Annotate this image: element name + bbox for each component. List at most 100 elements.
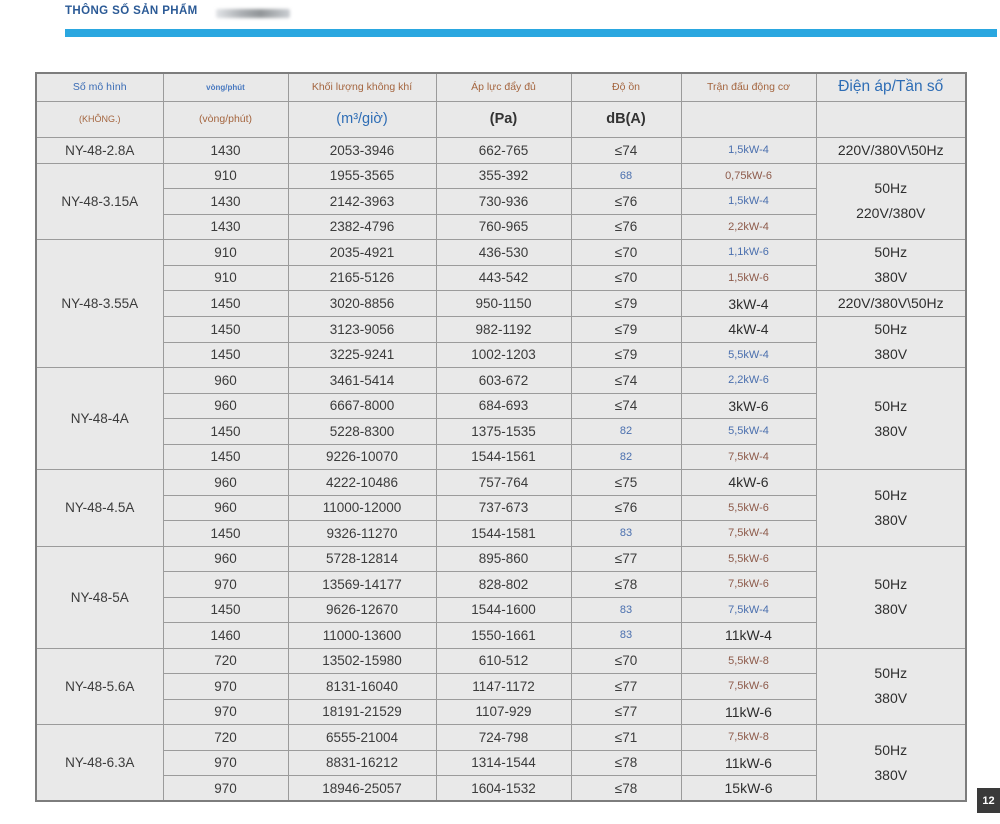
header-cell-col6-line2 (815, 100, 967, 138)
pressure-cell: 662-765 (435, 136, 572, 164)
model-cell: NY-48-2.8A (35, 136, 164, 164)
rpm-cell: 1430 (162, 188, 289, 215)
voltage-cell: 50Hz 380V (815, 724, 967, 802)
voltage-line: 220V/380V\50Hz (837, 141, 944, 158)
air-volume-cell: 3123-9056 (287, 316, 437, 343)
noise-cell: ≤74 (570, 392, 682, 419)
rpm-cell: 910 (162, 239, 289, 266)
table-row: 960 6667-8000 684-693 ≤74 3kW-6 (36, 392, 966, 419)
model-cell: NY-48-3.15A (35, 162, 164, 240)
table-row: NY-48-4A 960 3461-5414 603-672 ≤74 2,2kW-6 50H… (35, 367, 967, 470)
spec-table: Số mô hình vòng/phút Khối lượng không khí Á… (35, 72, 967, 802)
pressure-cell: 684-693 (435, 392, 572, 419)
air-volume-cell: 18946-25057 (287, 775, 437, 802)
rpm-cell: 970 (162, 673, 289, 700)
table-row: 1450 5228-8300 1375-1535 82 5,5kW-4 (36, 418, 966, 445)
model-cell: NY-48-4.5A (35, 469, 164, 547)
voltage-cell: 50Hz 380V (815, 647, 967, 725)
rpm-cell: 1450 (162, 418, 289, 445)
air-volume-cell: 2053-3946 (287, 136, 437, 164)
spec-table-body: NY-48-2.8A 1430 2053-3946 662-765 ≤74 1,5kW-4… (35, 136, 967, 802)
air-volume-cell: 8131-16040 (287, 673, 437, 700)
air-volume-cell: 11000-13600 (287, 622, 437, 649)
pressure-cell: 603-672 (435, 367, 572, 394)
noise-cell: ≤70 (570, 264, 682, 291)
pressure-cell: 982-1192 (435, 316, 572, 343)
noise-cell: 83 (570, 520, 682, 547)
motor-cell: 7,5kW-4 (680, 443, 817, 470)
rpm-cell: 1450 (162, 341, 289, 368)
pressure-cell: 355-392 (435, 162, 572, 189)
motor-cell: 7,5kW-4 (680, 520, 817, 547)
motor-cell: 5,5kW-4 (680, 341, 817, 368)
table-row: 970 13569-14177 828-802 ≤78 7,5kW-6 (36, 571, 966, 598)
pressure-cell: 443-542 (435, 264, 572, 291)
table-row: NY-48-4.5A 960 4222-10486 757-764 ≤75 4kW-6 50… (35, 469, 967, 547)
rpm-cell: 960 (162, 469, 289, 496)
table-row: NY-48-2.8A 1430 2053-3946 662-765 ≤74 1,5kW-4… (35, 136, 967, 164)
table-row: NY-48-3.15A 910 1955-3565 355-392 68 0,75kW-6… (35, 162, 967, 240)
noise-cell: 83 (570, 596, 682, 623)
header-cell-col1-line1: vòng/phút (162, 72, 289, 102)
noise-cell: ≤70 (570, 239, 682, 266)
noise-cell: ≤76 (570, 188, 682, 215)
voltage-line: 50Hz (874, 665, 908, 682)
motor-cell: 7,5kW-6 (680, 673, 817, 700)
noise-cell: 68 (570, 162, 682, 189)
voltage-line: 50Hz (874, 397, 908, 414)
motor-cell: 11kW-4 (680, 622, 817, 649)
rpm-cell: 720 (162, 724, 289, 751)
motor-cell: 1,5kW-4 (680, 136, 817, 164)
rpm-cell: 720 (162, 647, 289, 674)
voltage-line: 50Hz (874, 321, 908, 337)
pressure-cell: 1107-929 (435, 698, 572, 725)
rpm-cell: 960 (162, 392, 289, 419)
table-row: 1450 9326-11270 1544-1581 83 7,5kW-4 (36, 520, 966, 547)
voltage-cell: 50Hz 380V (815, 545, 967, 649)
pressure-cell: 760-965 (435, 213, 572, 240)
motor-cell: 5,5kW-6 (680, 545, 817, 572)
table-row: NY-48-3.55A 910 2035-4921 436-530 ≤70 1,1kW-6… (35, 239, 967, 368)
noise-cell: ≤79 (570, 341, 682, 368)
pressure-cell: 828-802 (435, 571, 572, 598)
rpm-cell: 960 (162, 545, 289, 572)
header-cell-col6-line1: Điện áp/Tần số (815, 72, 967, 102)
rpm-cell: 960 (162, 367, 289, 394)
motor-cell: 4kW-4 (680, 316, 817, 343)
air-volume-cell: 1955-3565 (287, 162, 437, 189)
rpm-cell: 970 (162, 749, 289, 776)
table-row: 970 18946-25057 1604-1532 ≤78 15kW-6 (36, 775, 966, 802)
pressure-cell: 730-936 (435, 188, 572, 215)
voltage-line: 380V (874, 269, 908, 285)
noise-cell: ≤71 (570, 724, 682, 751)
air-volume-cell: 13569-14177 (287, 571, 437, 598)
motor-cell: 7,5kW-6 (680, 571, 817, 598)
noise-cell: ≤76 (570, 494, 682, 521)
header-row-2: (KHÔNG.) (vòng/phút) (m³/giờ) (Pa) dB(A) (35, 100, 967, 138)
air-volume-cell: 2142-3963 (287, 188, 437, 215)
air-volume-cell: 6555-21004 (287, 724, 437, 751)
model-cell: NY-48-3.55A (35, 239, 164, 368)
noise-cell: ≤76 (570, 213, 682, 240)
voltage-cell: 50Hz 380V (815, 316, 967, 368)
noise-cell: ≤77 (570, 698, 682, 725)
header-row-1: Số mô hình vòng/phút Khối lượng không khí Á… (35, 72, 967, 102)
noise-cell: 82 (570, 418, 682, 445)
header-cell-col5-line1: Trận đấu động cơ (680, 72, 817, 102)
table-row: 1450 9626-12670 1544-1600 83 7,5kW-4 (36, 596, 966, 623)
noise-cell: ≤74 (570, 367, 682, 394)
air-volume-cell: 18191-21529 (287, 698, 437, 725)
header-cell-col3-line2: (Pa) (435, 100, 572, 138)
rpm-cell: 970 (162, 698, 289, 725)
spec-table-container: Số mô hình vòng/phút Khối lượng không khí Á… (35, 72, 967, 802)
voltage-line: 50Hz (874, 576, 908, 592)
air-volume-cell: 3225-9241 (287, 341, 437, 368)
pressure-cell: 436-530 (435, 239, 572, 266)
motor-cell: 7,5kW-8 (680, 724, 817, 751)
pressure-cell: 1544-1581 (435, 520, 572, 547)
rpm-cell: 1460 (162, 622, 289, 649)
motor-cell: 2,2kW-6 (680, 367, 817, 394)
table-row: 1430 2382-4796 760-965 ≤76 2,2kW-4 (36, 213, 966, 240)
pressure-cell: 1147-1172 (435, 673, 572, 700)
header-cell-col4-line2: dB(A) (570, 100, 682, 138)
